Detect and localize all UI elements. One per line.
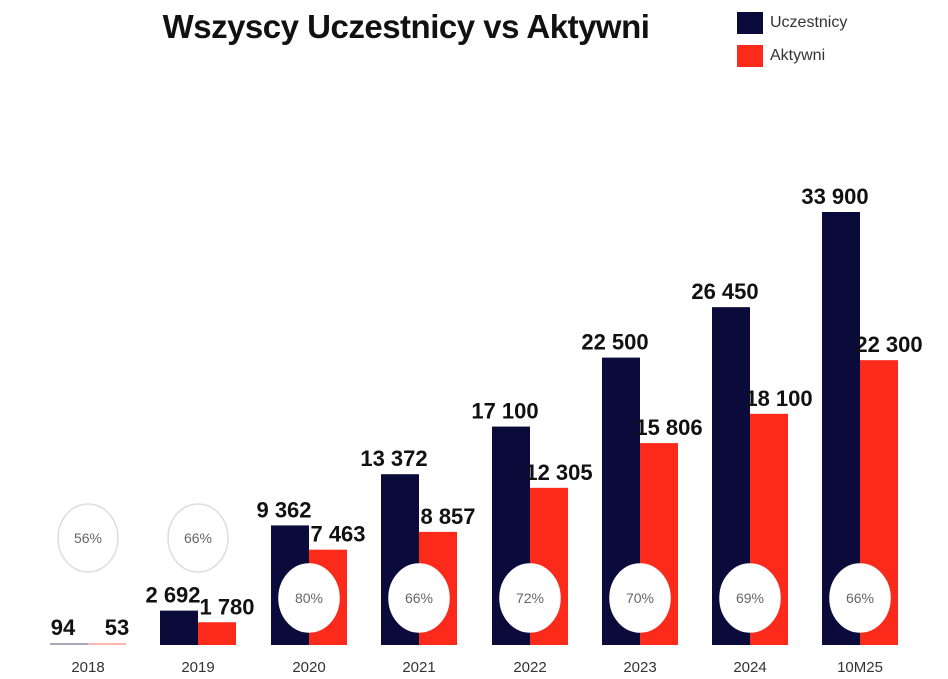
category-label: 2019 (181, 659, 214, 676)
value-label-uczestnicy: 26 450 (691, 279, 758, 304)
ratio-label: 66% (846, 590, 874, 606)
value-label-aktywni: 22 300 (855, 332, 922, 357)
category-label: 2020 (292, 659, 325, 676)
category-label: 2021 (402, 659, 435, 676)
ratio-circle (829, 563, 891, 633)
category-label: 2023 (623, 659, 656, 676)
legend-swatch (737, 45, 763, 67)
category-label: 10M25 (837, 659, 883, 676)
category-label: 2022 (513, 659, 546, 676)
legend-label: Uczestnicy (770, 14, 848, 31)
value-label-aktywni: 1 780 (199, 594, 254, 619)
value-label-uczestnicy: 33 900 (801, 184, 868, 209)
ratio-label: 69% (736, 590, 764, 606)
value-label-aktywni: 8 857 (420, 504, 475, 529)
legend-label: Aktywni (770, 47, 826, 64)
bar-aktywni (198, 622, 236, 645)
chart-title: Wszyscy Uczestnicy vs Aktywni (162, 8, 650, 45)
value-label-uczestnicy: 94 (51, 615, 76, 640)
value-label-aktywni: 7 463 (310, 522, 365, 547)
value-label-uczestnicy: 17 100 (471, 399, 538, 424)
value-label-uczestnicy: 22 500 (581, 330, 648, 355)
ratio-label: 66% (184, 530, 212, 546)
value-label-aktywni: 12 305 (525, 460, 592, 485)
ratio-circle (609, 563, 671, 633)
ratio-circle (278, 563, 340, 633)
legend-item-uczestnicy: Uczestnicy (737, 12, 847, 34)
ratio-label: 80% (295, 590, 323, 606)
bar-aktywni (88, 643, 126, 645)
legend-swatch (737, 12, 763, 34)
ratio-circle (499, 563, 561, 633)
value-label-aktywni: 53 (105, 615, 129, 640)
ratio-circle (388, 563, 450, 633)
bar-uczestnicy (50, 643, 88, 645)
category-label: 2018 (71, 659, 104, 676)
bar-uczestnicy (160, 610, 198, 645)
ratio-label: 70% (626, 590, 654, 606)
value-label-uczestnicy: 9 362 (256, 497, 311, 522)
value-label-aktywni: 15 806 (635, 415, 702, 440)
value-label-uczestnicy: 13 372 (360, 446, 427, 471)
category-label: 2024 (733, 659, 766, 676)
ratio-circle (167, 503, 229, 573)
ratio-circle (57, 503, 119, 573)
legend-item-aktywni: Aktywni (737, 45, 825, 67)
value-label-uczestnicy: 2 692 (145, 583, 200, 608)
value-label-aktywni: 18 100 (745, 386, 812, 411)
ratio-label: 66% (405, 590, 433, 606)
ratio-circle (719, 563, 781, 633)
ratio-label: 72% (516, 590, 544, 606)
ratio-label: 56% (74, 530, 102, 546)
